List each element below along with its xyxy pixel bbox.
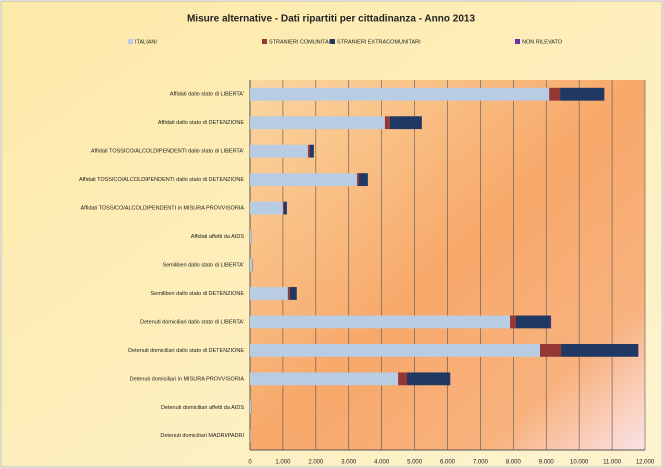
y-tick-label: Affidati TOSSICO/ALCOLDIPENDENTI dallo s… [79, 177, 244, 183]
x-tick-label: 2.000 [308, 460, 324, 466]
bar-segment [250, 230, 252, 243]
legend-label: STRANIERI EXTRACOMUNITARI [337, 39, 421, 45]
y-tick-label: Semiliberi dallo stato di LIBERTA' [162, 262, 244, 268]
bar-segment [307, 144, 310, 158]
x-tick-label: 4.000 [374, 460, 390, 466]
chart-title: Misure alternative - Dati ripartiti per … [187, 14, 475, 25]
bar-segment [250, 287, 288, 300]
bar-segment [250, 87, 550, 101]
legend-label: NON RILEVATO [522, 39, 563, 45]
bar-segment [250, 258, 253, 272]
bar-segment [398, 372, 408, 386]
y-tick-label: Affidati dallo stato di DETENZIONE [158, 120, 244, 126]
legend-swatch [515, 39, 520, 44]
bar-segment [515, 315, 551, 329]
bar-segment [510, 315, 516, 329]
bar-segment [250, 144, 308, 158]
bar-segment [549, 87, 561, 101]
x-tick-label: 5.000 [407, 460, 423, 466]
bar-segment [389, 116, 422, 130]
x-tick-label: 7.000 [473, 460, 489, 466]
bar-segment [283, 201, 287, 215]
x-tick-label: 11.000 [603, 460, 622, 466]
bar-segment [384, 116, 390, 130]
y-tick-label: Semiliberi dallo stato di DETENZIONE [150, 291, 244, 297]
y-tick-label: Detenuti domiciliari MADRI/PADRI [160, 433, 244, 439]
y-tick-label: Affidati TOSSICO/ALCOLDIPENDENTI in MISU… [80, 206, 244, 212]
y-tick-label: Affidati TOSSICO/ALCOLDIPENDENTI dallo s… [91, 149, 244, 155]
bar-segment [287, 287, 290, 300]
bar-segment [309, 144, 314, 158]
y-tick-label: Detenuti domiciliari dallo stato di LIBE… [140, 319, 244, 325]
bar-segment [250, 116, 385, 130]
x-tick-label: 3.000 [341, 460, 357, 466]
y-tick-label: Detenuti domiciliari affetti da AIDS [161, 405, 244, 411]
y-tick-label: Affidati dallo stato di LIBERTA' [170, 92, 244, 98]
y-tick-label: Detenuti domiciliari in MISURA PROVVISOR… [130, 376, 245, 382]
bar-segment [282, 201, 284, 215]
x-tick-label: 0 [248, 460, 252, 466]
legend-swatch [128, 39, 133, 44]
x-tick-label: 12.000 [636, 460, 655, 466]
bar-segment [356, 173, 359, 187]
bar-segment [539, 343, 562, 357]
bar-segment [358, 173, 368, 187]
legend-swatch [330, 39, 335, 44]
bar-segment [250, 400, 252, 414]
y-tick-label: Affidati affetti da AIDS [191, 234, 245, 240]
y-tick-label: Detenuti domiciliari dallo stato di DETE… [128, 348, 244, 354]
x-tick-label: 6.000 [440, 460, 456, 466]
bar-segment [250, 372, 399, 386]
legend-label: ITALIANI [135, 39, 157, 45]
bar-segment [561, 343, 639, 357]
bar-segment [250, 173, 357, 187]
bar-segment [560, 87, 605, 101]
x-tick-label: 8.000 [506, 460, 522, 466]
x-tick-label: 9.000 [539, 460, 555, 466]
legend-swatch [262, 39, 267, 44]
x-tick-label: 1.000 [275, 460, 291, 466]
bar-segment [289, 287, 297, 300]
x-tick-label: 10.000 [570, 460, 589, 466]
bar-segment [250, 315, 511, 329]
bar-segment [250, 201, 283, 215]
bar-segment [407, 372, 451, 386]
bar-segment [250, 429, 251, 443]
legend-label: STRANIERI COMUNITARI [269, 39, 335, 45]
bar-segment [250, 343, 540, 357]
